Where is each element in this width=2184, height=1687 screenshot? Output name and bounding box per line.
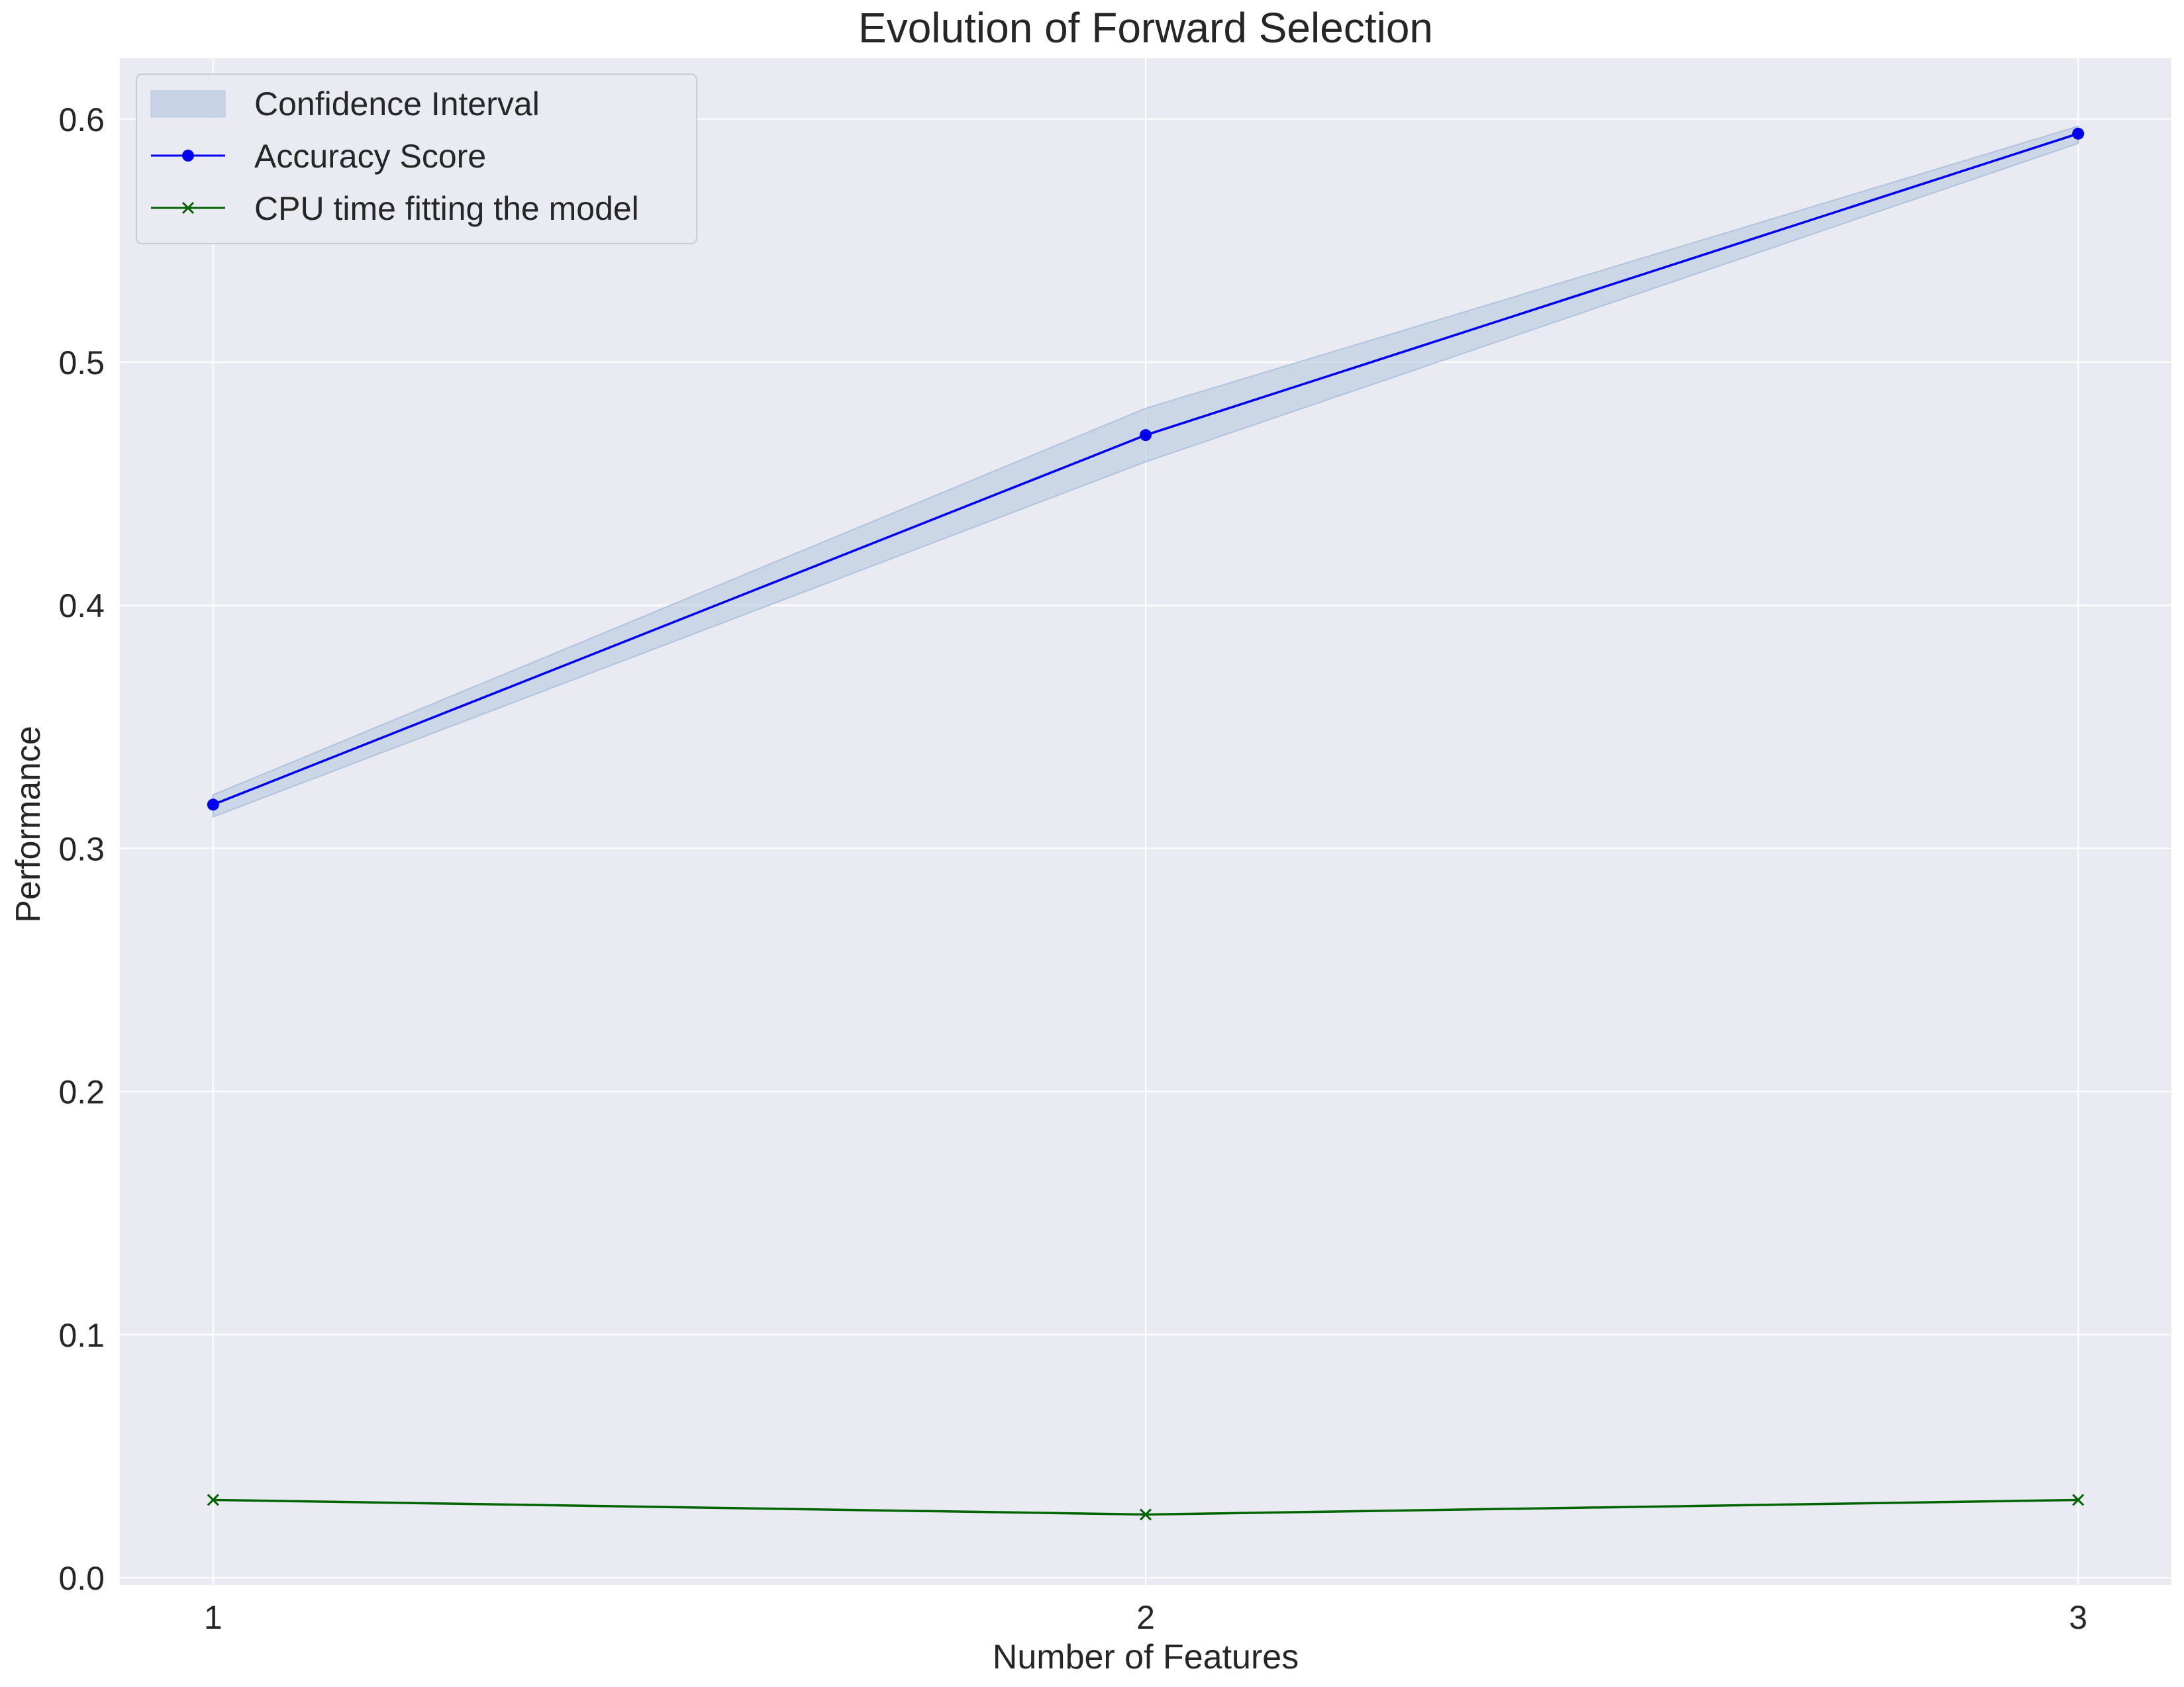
legend-label-confidence-interval: Confidence Interval [254,85,540,122]
legend-marker-accuracy-score [182,150,194,162]
y-tick-label: 0.2 [58,1074,105,1111]
x-tick-label: 1 [204,1599,223,1636]
series-markers [207,127,2085,1521]
y-tick-label: 0.4 [58,587,105,624]
legend: Confidence Interval Accuracy Score CPU t… [136,73,697,244]
y-tick-labels: 0.0 0.1 0.2 0.3 0.4 0.5 0.6 [58,101,105,1597]
x-tick-label: 2 [1136,1599,1155,1636]
y-tick-label: 0.5 [58,344,105,381]
y-tick-label: 0.6 [58,101,105,138]
x-tick-labels: 1 2 3 [204,1599,2087,1636]
legend-swatch-confidence-interval [150,90,226,118]
y-tick-label: 0.0 [58,1560,105,1597]
accuracy-score-point [1140,429,1152,442]
y-tick-label: 0.3 [58,830,105,867]
legend-box [136,73,697,244]
cpu-time-point [2072,1494,2085,1506]
grid [120,58,2171,1585]
chart-title: Evolution of Forward Selection [858,4,1433,52]
cpu-time-point [1139,1508,1152,1521]
accuracy-score-point [207,798,219,811]
legend-label-cpu-time: CPU time fitting the model [254,190,639,227]
legend-label-accuracy-score: Accuracy Score [254,138,486,175]
legend-x-marker [181,201,195,215]
y-axis-label: Performance [9,726,48,923]
legend-marker-cpu-time [181,201,195,215]
accuracy-score-point [2072,127,2085,140]
x-tick-label: 3 [2069,1599,2087,1636]
x-axis-label: Number of Features [993,1638,1299,1676]
y-tick-label: 0.1 [58,1317,105,1354]
cpu-time-point [207,1494,219,1506]
confidence-interval-band [212,125,2079,818]
